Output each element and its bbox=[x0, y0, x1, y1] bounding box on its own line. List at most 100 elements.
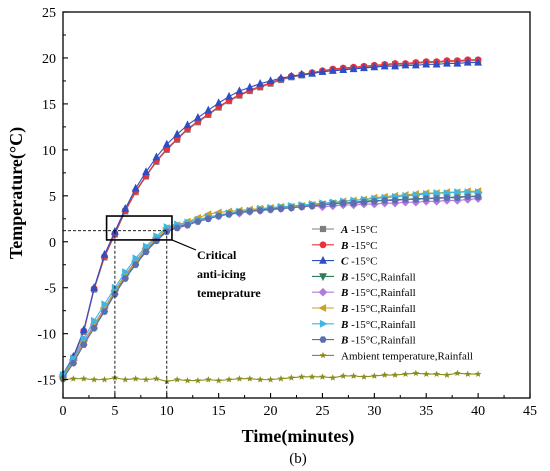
data-point bbox=[318, 67, 327, 75]
data-point bbox=[381, 197, 389, 204]
data-point bbox=[152, 375, 160, 382]
data-point bbox=[100, 249, 109, 258]
legend-swatch-marker bbox=[319, 351, 327, 359]
legend-label: C -15°C bbox=[341, 256, 378, 268]
data-point bbox=[111, 290, 119, 298]
data-point bbox=[401, 196, 410, 203]
data-point bbox=[121, 203, 130, 212]
data-point bbox=[360, 373, 368, 380]
x-tick-label: 25 bbox=[315, 404, 329, 419]
data-point bbox=[132, 375, 140, 382]
data-point bbox=[69, 375, 77, 382]
data-point bbox=[339, 372, 347, 379]
data-point bbox=[422, 59, 431, 68]
data-point bbox=[225, 376, 233, 383]
annotation-line-1: Critical bbox=[197, 248, 237, 262]
series-8 bbox=[59, 193, 482, 382]
legend-label: B -15°C,Rainfall bbox=[340, 303, 416, 315]
data-point bbox=[298, 373, 306, 380]
legend-swatch-marker bbox=[319, 336, 327, 343]
legend-item: B -15°C,Rainfall bbox=[312, 319, 416, 331]
data-point bbox=[370, 372, 378, 379]
data-point bbox=[152, 237, 161, 245]
data-point bbox=[80, 334, 89, 343]
y-tick-label: 10 bbox=[42, 144, 56, 159]
data-point bbox=[111, 283, 120, 292]
data-point bbox=[297, 69, 306, 78]
legend-swatch-marker bbox=[318, 304, 327, 312]
data-point bbox=[339, 65, 348, 73]
data-point bbox=[121, 376, 129, 383]
y-tick-label: 20 bbox=[42, 52, 56, 67]
y-tick-label: 0 bbox=[49, 236, 56, 251]
legend-swatch-marker bbox=[319, 255, 327, 264]
data-point bbox=[214, 212, 223, 220]
legend-label: B -15°C,Rainfall bbox=[340, 319, 416, 331]
x-tick-label: 15 bbox=[212, 404, 226, 419]
data-point bbox=[132, 254, 141, 263]
series-line bbox=[62, 61, 479, 375]
x-tick-label: 20 bbox=[264, 404, 278, 419]
data-point bbox=[214, 98, 223, 107]
legend-item: B -15°C,Rainfall bbox=[312, 335, 416, 347]
data-point bbox=[215, 376, 223, 384]
y-tick-label: 5 bbox=[49, 190, 56, 205]
data-point bbox=[69, 359, 78, 367]
x-axis-title: Time(minutes) bbox=[242, 426, 355, 447]
data-point bbox=[225, 91, 233, 100]
data-point bbox=[443, 58, 451, 67]
data-point bbox=[308, 202, 316, 210]
x-tick-label: 45 bbox=[523, 404, 537, 419]
data-point bbox=[391, 371, 399, 378]
data-point bbox=[339, 199, 347, 207]
data-point bbox=[287, 374, 295, 381]
data-point bbox=[277, 73, 285, 82]
series-3 bbox=[59, 57, 483, 378]
data-point bbox=[267, 376, 274, 383]
data-point bbox=[391, 61, 399, 70]
y-tick-label: -10 bbox=[37, 328, 56, 343]
series-2 bbox=[59, 56, 482, 379]
data-point bbox=[370, 198, 379, 205]
data-point bbox=[142, 167, 150, 176]
data-point bbox=[453, 58, 462, 67]
data-point bbox=[183, 120, 192, 129]
data-point bbox=[246, 375, 254, 382]
data-point bbox=[266, 206, 275, 213]
data-point bbox=[464, 370, 472, 378]
legend-item: A -15°C bbox=[312, 224, 378, 236]
data-point bbox=[266, 76, 275, 85]
data-point bbox=[121, 275, 129, 282]
data-point bbox=[349, 199, 358, 207]
figure-caption: (b) bbox=[289, 451, 307, 467]
data-point bbox=[245, 82, 254, 91]
data-point bbox=[184, 376, 191, 384]
data-point bbox=[142, 376, 150, 383]
legend-swatch-marker bbox=[318, 287, 328, 297]
data-point bbox=[411, 60, 420, 69]
data-point bbox=[463, 57, 472, 66]
data-point bbox=[235, 209, 244, 216]
legend-label: B -15°C,Rainfall bbox=[340, 335, 416, 347]
data-point bbox=[432, 195, 441, 202]
legend-item: B -15°C,Rainfall bbox=[312, 303, 416, 315]
data-point bbox=[183, 222, 192, 229]
series-line bbox=[62, 60, 479, 377]
data-point bbox=[401, 60, 410, 69]
data-point bbox=[328, 66, 337, 74]
data-point bbox=[318, 201, 327, 209]
legend: A -15°C B -15°C C -15°C B -15°C,Rainfall B -… bbox=[312, 224, 473, 362]
x-tick-label: 10 bbox=[160, 404, 174, 419]
data-point bbox=[453, 369, 461, 377]
data-point bbox=[91, 316, 99, 325]
data-point bbox=[246, 208, 254, 215]
data-point bbox=[454, 188, 463, 197]
series-1 bbox=[59, 57, 482, 380]
data-point bbox=[422, 370, 430, 378]
data-point bbox=[360, 199, 368, 206]
data-point bbox=[402, 370, 409, 378]
data-point bbox=[474, 193, 482, 200]
data-point bbox=[433, 370, 441, 378]
data-point bbox=[173, 129, 182, 138]
data-point bbox=[256, 207, 264, 214]
